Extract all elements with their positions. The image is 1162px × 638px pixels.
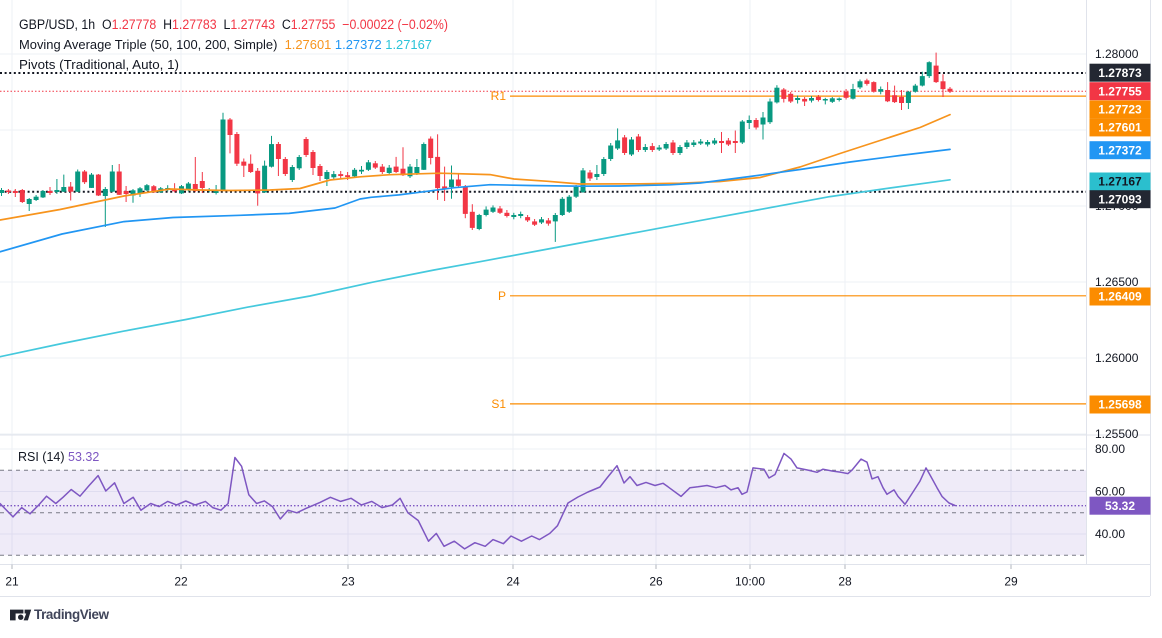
svg-text:1.27372: 1.27372 bbox=[1098, 143, 1142, 157]
svg-text:1.28000: 1.28000 bbox=[1095, 47, 1139, 61]
svg-text:1.27755: 1.27755 bbox=[1098, 84, 1142, 98]
svg-text:1.26409: 1.26409 bbox=[1098, 290, 1142, 304]
svg-text:1.27093: 1.27093 bbox=[1098, 192, 1142, 206]
svg-text:Moving Average Triple (50, 100: Moving Average Triple (50, 100, 200, Sim… bbox=[19, 37, 432, 52]
svg-text:10:00: 10:00 bbox=[735, 575, 765, 589]
svg-text:60.00: 60.00 bbox=[1095, 485, 1125, 499]
svg-text:TradingView: TradingView bbox=[34, 607, 110, 622]
svg-text:S1: S1 bbox=[491, 397, 506, 411]
svg-text:1.27167: 1.27167 bbox=[1098, 175, 1142, 189]
svg-text:80.00: 80.00 bbox=[1095, 442, 1125, 456]
svg-text:R1: R1 bbox=[491, 89, 507, 103]
svg-text:1.25500: 1.25500 bbox=[1095, 427, 1139, 441]
svg-text:P: P bbox=[498, 289, 506, 303]
svg-text:21: 21 bbox=[5, 575, 19, 589]
svg-text:1.26000: 1.26000 bbox=[1095, 351, 1139, 365]
svg-text:1.26500: 1.26500 bbox=[1095, 275, 1139, 289]
svg-text:1.25698: 1.25698 bbox=[1098, 398, 1142, 412]
svg-text:26: 26 bbox=[649, 575, 663, 589]
svg-text:40.00: 40.00 bbox=[1095, 527, 1125, 541]
svg-text:22: 22 bbox=[174, 575, 188, 589]
svg-text:Pivots (Traditional, Auto, 1): Pivots (Traditional, Auto, 1) bbox=[19, 57, 179, 72]
svg-text:23: 23 bbox=[341, 575, 355, 589]
svg-text:29: 29 bbox=[1004, 575, 1018, 589]
svg-text:RSI (14) 53.32: RSI (14) 53.32 bbox=[18, 450, 99, 464]
svg-text:53.32: 53.32 bbox=[1105, 499, 1135, 513]
svg-text:24: 24 bbox=[506, 575, 520, 589]
svg-text:1.27873: 1.27873 bbox=[1098, 66, 1142, 80]
svg-text:1.27723: 1.27723 bbox=[1098, 103, 1142, 117]
svg-text:1.27601: 1.27601 bbox=[1098, 121, 1142, 135]
svg-text:GBP/USD, 1h O1.27778 H1.2778: GBP/USD, 1h O1.27778 H1.27783 L1.27743 C… bbox=[19, 17, 448, 32]
svg-text:28: 28 bbox=[838, 575, 852, 589]
